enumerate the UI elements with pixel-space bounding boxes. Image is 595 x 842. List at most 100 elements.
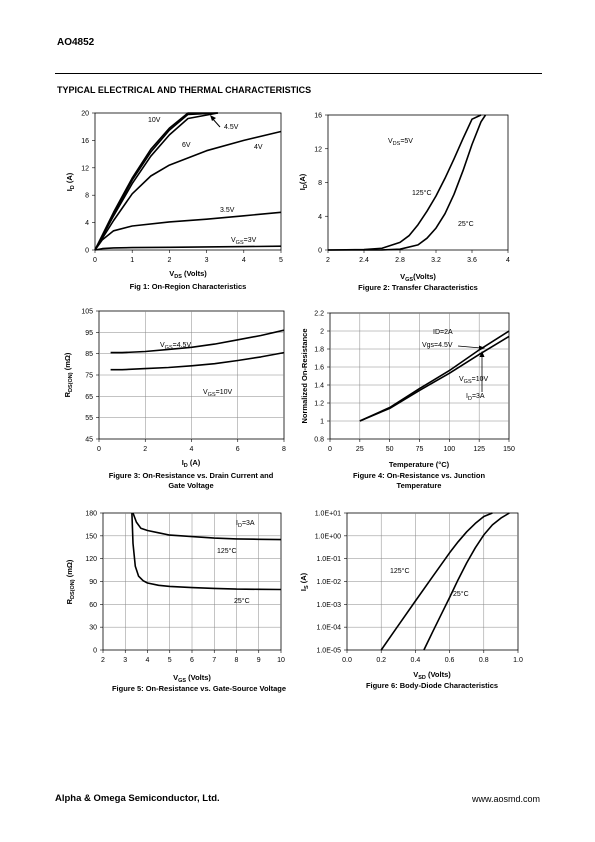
- chart3-ytick-label: 105: [81, 309, 93, 316]
- chart4-xtick-label: 125: [473, 446, 485, 453]
- chart3-ytick-label: 95: [85, 330, 93, 337]
- chart1-series-1-line: [94, 112, 218, 251]
- chart6-xlabel: VSD (Volts): [413, 670, 451, 681]
- chart2-xlabel: VGS(Volts): [400, 272, 436, 283]
- chart3-xtick-label: 2: [143, 446, 147, 453]
- chart4-ytick-label: 1.2: [314, 401, 324, 408]
- chart3-caption-line1: Figure 3: On-Resistance vs. Drain Curren…: [109, 471, 274, 480]
- chart1-ytick-label: 8: [85, 193, 89, 200]
- chart4-arrow-bottom-head: [479, 351, 485, 357]
- chart6-xtick-label: 0.2: [376, 657, 386, 664]
- chart5-series-2-line: [131, 512, 282, 591]
- section-title: TYPICAL ELECTRICAL AND THERMAL CHARACTER…: [57, 85, 312, 95]
- chart3-group: 45 55 65 75 85 95 105 0 2 4 6 8: [81, 309, 286, 454]
- chart4-arrow-top-line: [457, 345, 482, 349]
- chart3-caption-line2: Gate Voltage: [168, 481, 213, 490]
- chart1-xtick-label: 2: [167, 257, 171, 264]
- chart4-xtick-label: 50: [386, 446, 394, 453]
- chart4-annotation-vgs4p5: Vgs=4.5V: [422, 342, 453, 349]
- chart5-xtick-label: 3: [123, 657, 127, 664]
- chart5-label-125c: 125°C: [217, 547, 237, 555]
- chart3-ytick-label: 55: [85, 415, 93, 422]
- chart1-series-2-line: [94, 112, 218, 251]
- chart3-ytick-label: 85: [85, 351, 93, 358]
- header-rule: [55, 73, 542, 74]
- chart5-xtick-label: 4: [146, 657, 150, 664]
- chart4-caption-line2: Temperature: [397, 481, 442, 490]
- chart2-ytick-label: 0: [318, 248, 322, 255]
- chart2-ytick-label: 8: [318, 180, 322, 187]
- chart5-group: 0 30 60 90 120 150 180 2 3 4 5 6 7 8 9 10: [85, 511, 285, 665]
- chart1-ytick-label: 0: [85, 248, 89, 255]
- chart6-xtick-label: 0.0: [342, 657, 352, 664]
- chart3-series-2-line: [110, 351, 285, 371]
- chart5-xtick-label: 2: [101, 657, 105, 664]
- website-link[interactable]: www.aosmd.com: [471, 794, 540, 804]
- chart1-ytick-label: 20: [81, 111, 89, 118]
- chart2-ytick-label: 16: [314, 113, 322, 120]
- chart1-label-3v: VGS=3V: [231, 237, 257, 246]
- chart4-arrow-top-head: [479, 345, 485, 351]
- chart1-series-6-line: [94, 245, 282, 251]
- chart6-ytick-label: 1.0E-01: [316, 556, 341, 563]
- chart5-ytick-label: 60: [89, 602, 97, 609]
- chart4-xtick-label: 25: [356, 446, 364, 453]
- chart1-xtick-label: 5: [279, 257, 283, 264]
- chart1-label-3p5v: 3.5V: [220, 207, 235, 214]
- chart2-ytick-label: 4: [318, 214, 322, 221]
- chart4-caption-line1: Figure 4: On-Resistance vs. Junction: [353, 471, 486, 480]
- chart6-xtick-label: 1.0: [513, 657, 523, 664]
- chart4-annotation-id3a: ID=3A: [466, 393, 485, 402]
- chart6-ytick-label: 1.0E-04: [316, 625, 341, 632]
- chart6-series-1-line: [380, 512, 493, 651]
- chart4-annotation-id2a: ID=2A: [433, 329, 453, 336]
- chart2-xtick-label: 3.2: [431, 257, 441, 264]
- chart4-ytick-label: 2: [320, 329, 324, 336]
- chart1-series-3-line: [94, 112, 218, 251]
- chart1-label-4v: 4V: [254, 144, 263, 151]
- chart5-ytick-label: 0: [93, 648, 97, 655]
- chart2-series-2-line: [327, 114, 487, 251]
- chart4-ytick-label: 1.6: [314, 365, 324, 372]
- chart4-series-2-line: [359, 335, 510, 422]
- chart1-series-5-line: [94, 211, 282, 251]
- chart6-ytick-label: 1.0E-03: [316, 602, 341, 609]
- chart6-series-2-line: [423, 512, 510, 651]
- chart2-label-25c: 25°C: [458, 220, 474, 228]
- chart5-xtick-label: 10: [277, 657, 285, 664]
- chart2-xtick-label: 4: [506, 257, 510, 264]
- chart2-xtick-label: 2: [326, 257, 330, 264]
- chart3-xtick-label: 0: [97, 446, 101, 453]
- chart5-xtick-label: 5: [168, 657, 172, 664]
- chart6-ytick-label: 1.0E-05: [316, 648, 341, 655]
- chart5-series-1-line: [132, 512, 282, 541]
- chart3-xtick-label: 8: [282, 446, 286, 453]
- chart6-xtick-label: 0.8: [479, 657, 489, 664]
- chart1-xtick-label: 4: [242, 257, 246, 264]
- chart5-ytick-label: 90: [89, 579, 97, 586]
- chart1-label-6v: 6V: [182, 142, 191, 149]
- chart4-ytick-label: 2.2: [314, 311, 324, 318]
- chart6-xtick-label: 0.6: [445, 657, 455, 664]
- chart5-ytick-label: 150: [85, 533, 97, 540]
- chart3-xtick-label: 6: [236, 446, 240, 453]
- chart5-xtick-label: 7: [212, 657, 216, 664]
- chart1-xtick-label: 3: [205, 257, 209, 264]
- chart2-xtick-label: 2.8: [395, 257, 405, 264]
- chart5-annotation-id: ID=3A: [236, 520, 255, 529]
- chart4-xtick-label: 150: [503, 446, 515, 453]
- chart4-annotation-vgs10: VGS=10V: [459, 376, 488, 385]
- chart3-ytick-label: 65: [85, 394, 93, 401]
- chart3-label-4p5v: VGS=4.5V: [160, 342, 191, 351]
- chart2-group: 0 4 8 12 16 2 2.4 2.8 3.2 3.6 4: [314, 113, 510, 265]
- chart1-xtick-label: 1: [130, 257, 134, 264]
- chart4-ytick-label: 1: [320, 419, 324, 426]
- chart2-ytick-label: 12: [314, 146, 322, 153]
- chart4-xlabel: Temperature (°C): [389, 460, 450, 469]
- chart5-xtick-label: 8: [235, 657, 239, 664]
- chart3-series-1-line: [110, 329, 285, 354]
- chart1-arrow-head: [210, 115, 216, 121]
- chart2-plot-frame: [327, 114, 509, 251]
- chart1-label-4p5v: 4.5V: [224, 124, 239, 131]
